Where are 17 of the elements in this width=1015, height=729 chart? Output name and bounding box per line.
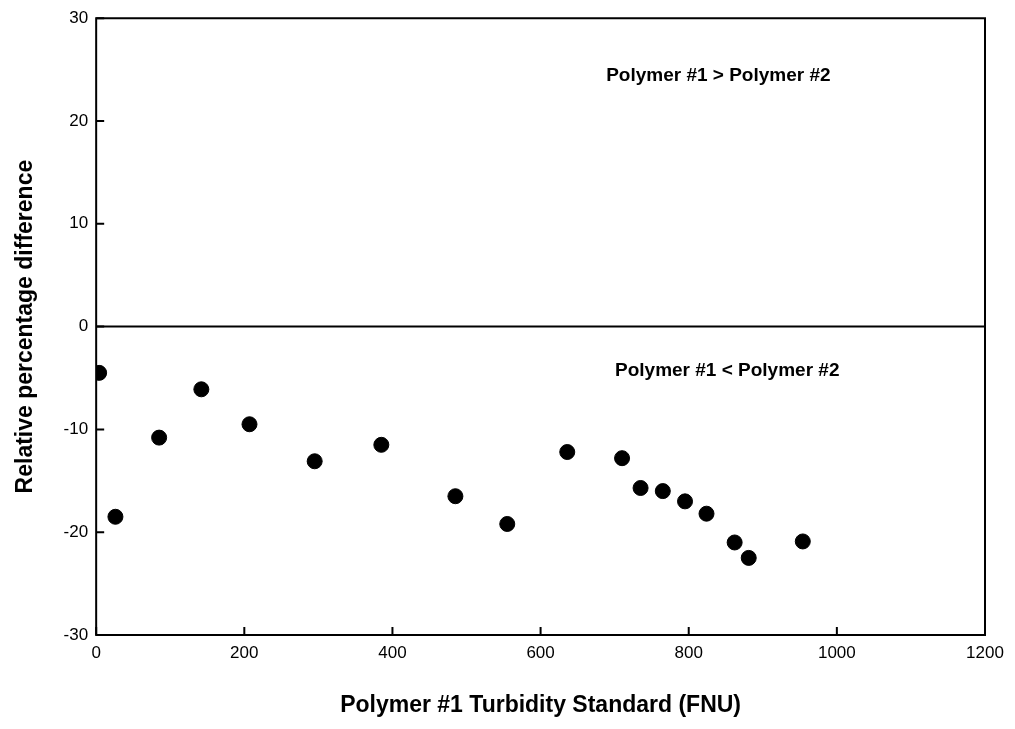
- y-tick-label: 10: [69, 213, 89, 233]
- x-tick-label: 600: [526, 642, 555, 662]
- y-tick-label: -10: [63, 419, 89, 439]
- y-tick-label: -20: [63, 521, 89, 541]
- x-tick-label: 800: [674, 642, 703, 662]
- y-axis-title: Relative percentage difference: [11, 159, 38, 494]
- y-tick-label: -30: [63, 624, 89, 644]
- x-axis-title: Polymer #1 Turbidity Standard (FNU): [340, 690, 742, 717]
- x-tick-label: 1200: [966, 642, 1004, 662]
- y-tick-label: 0: [78, 316, 89, 336]
- y-tick-label: 30: [69, 7, 89, 27]
- x-tick-label: 200: [230, 642, 259, 662]
- annotation: Polymer #1 < Polymer #2: [615, 358, 840, 380]
- y-tick-label: 20: [69, 110, 89, 130]
- x-tick-label: 1000: [817, 642, 856, 662]
- x-tick-label: 400: [378, 642, 407, 662]
- annotation: Polymer #1 > Polymer #2: [606, 63, 831, 85]
